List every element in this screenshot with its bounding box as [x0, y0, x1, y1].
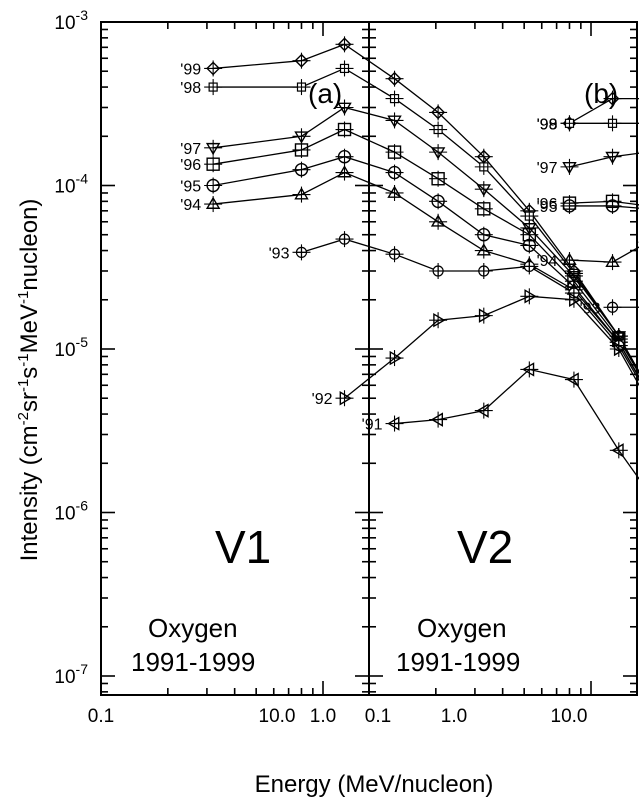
y-axis-label: Intensity (cm-2sr-1s-1MeV-1nucleon)	[15, 199, 43, 562]
series-label-93: '93	[580, 300, 601, 317]
y-tick-label: 10-3	[54, 7, 88, 34]
panel-a-series: '99'98'97'96'95'94'93'92'91	[180, 36, 639, 480]
panel-b-tag: (b)	[584, 78, 618, 109]
x-tick-label: 0.1	[88, 706, 114, 727]
series-line-99	[569, 97, 639, 124]
series-label-93: '93	[269, 245, 290, 262]
panel-b-species-label: Oxygen	[417, 613, 507, 643]
y-tick-label: 10-7	[54, 661, 88, 688]
series-line-92	[344, 295, 639, 399]
series-label-96: '96	[537, 196, 558, 213]
series-line-96	[569, 200, 639, 206]
series-label-95: '95	[537, 199, 558, 216]
series-label-99: '99	[180, 61, 201, 78]
series-line-91	[394, 368, 639, 480]
x-axis-label: Energy (MeV/nucleon)	[255, 771, 494, 798]
series-line-94	[213, 171, 639, 379]
x-tick-label: 10.0	[259, 706, 296, 727]
y-tick-label: 10-4	[54, 171, 88, 198]
series-line-97	[569, 152, 639, 168]
panel-a-species-label: Oxygen	[148, 613, 238, 643]
series-label-97: '97	[180, 141, 201, 158]
series-label-95: '95	[180, 179, 201, 196]
series-label-98: '98	[537, 116, 558, 133]
y-tick-label: 10-6	[54, 498, 88, 525]
series-label-96: '96	[180, 157, 201, 174]
panel-a-frame	[100, 21, 370, 696]
x-tick-label: 10.0	[551, 706, 588, 727]
series-label-98: '98	[180, 80, 201, 97]
series-label-94: '94	[180, 197, 201, 214]
x-tick-labels: 0.1 1.0 10.0 0.1 1.0 10.0	[88, 706, 588, 727]
panel-a-tag: (a)	[308, 78, 342, 109]
panel-a-years-label: 1991-1999	[131, 647, 255, 677]
x-tick-label: 1.0	[441, 706, 467, 727]
x-tick-label: 1.0	[310, 706, 336, 727]
series-label-99: '99	[537, 116, 558, 133]
series-label-97: '97	[537, 160, 558, 177]
panel-a-spacecraft-label: V1	[215, 521, 271, 573]
series-line-93	[612, 306, 639, 308]
series-label-94: '94	[537, 253, 558, 270]
axis-ticks	[100, 22, 637, 695]
y-tick-label: 10-5	[54, 334, 88, 361]
series-line-98	[569, 122, 639, 124]
series-line-95	[569, 205, 639, 209]
series-label-91: '91	[362, 417, 383, 434]
series-line-94	[569, 246, 639, 263]
panel-b-years-label: 1991-1999	[396, 647, 520, 677]
panel-b-series: '99'98'97'96'95'94'93'92'91	[537, 90, 639, 317]
series-line-93	[301, 238, 639, 382]
panel-b-spacecraft-label: V2	[457, 521, 513, 573]
x-tick-label: 0.1	[365, 706, 391, 727]
series-line-96	[213, 128, 639, 375]
y-tick-labels: 10-3 10-4 10-5 10-6 10-7	[54, 7, 88, 688]
series-label-92: '92	[312, 391, 333, 408]
